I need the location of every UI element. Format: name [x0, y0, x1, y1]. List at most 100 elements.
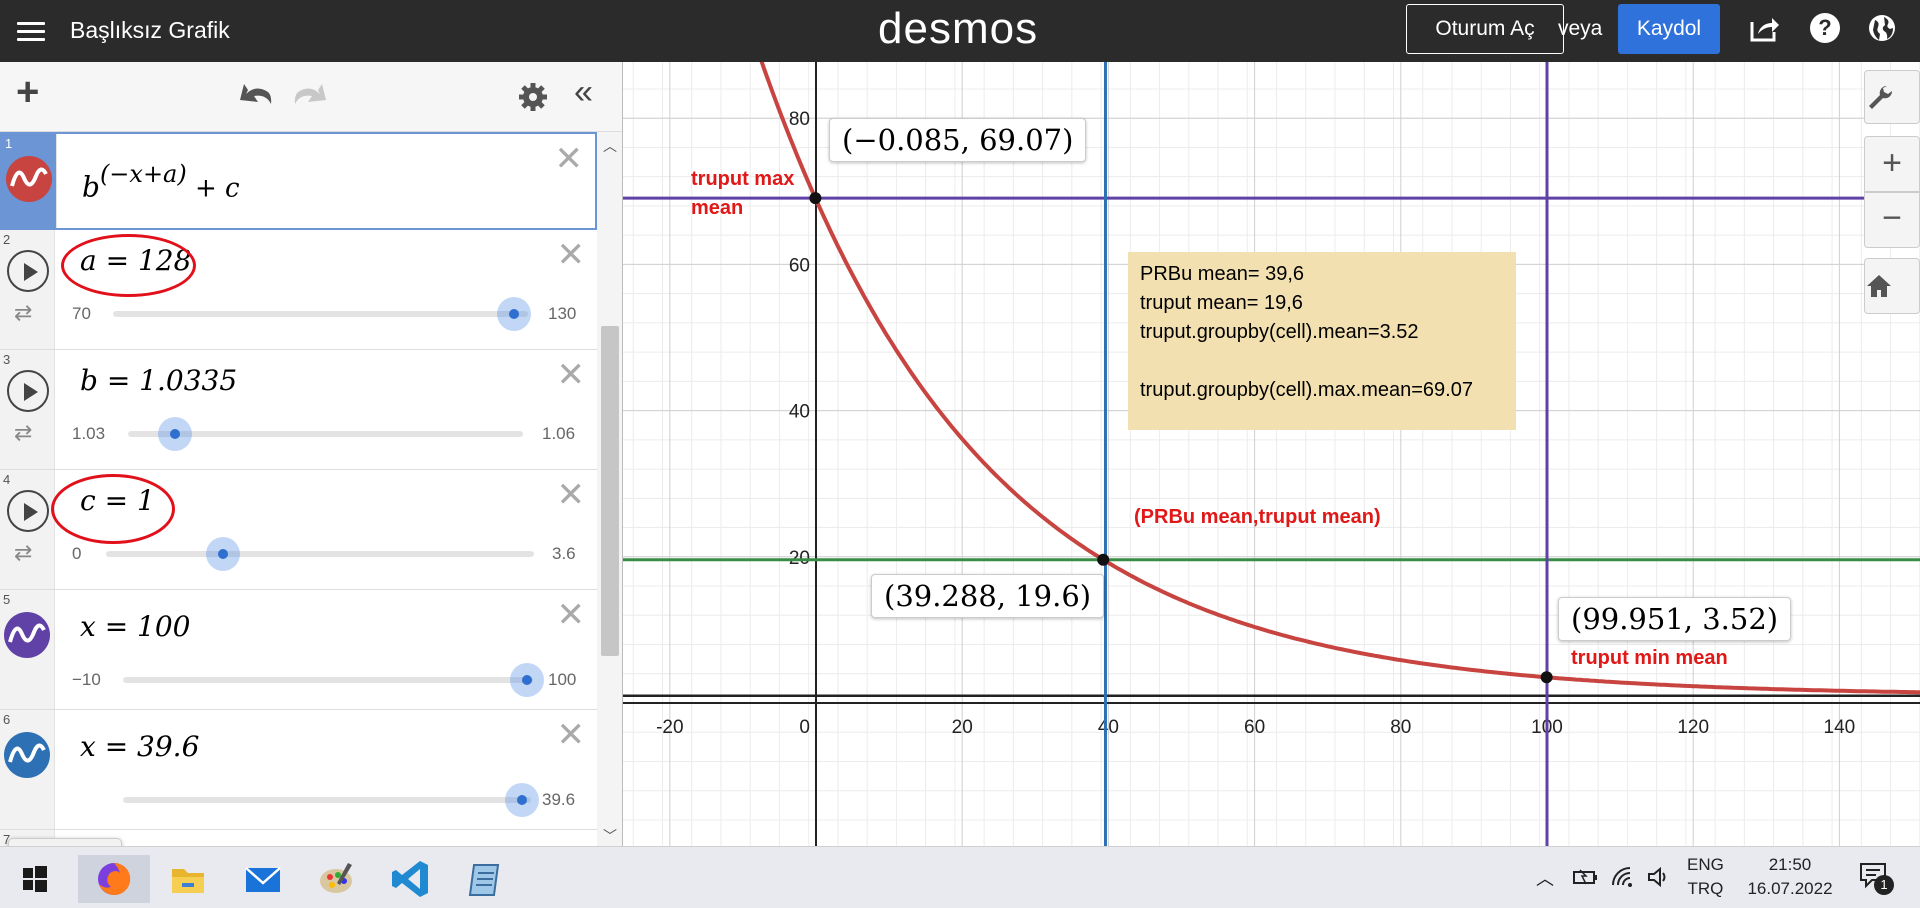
expression-gutter: 6 [0, 710, 55, 829]
red-ellipse-annotation [51, 474, 175, 544]
tray-chevron-icon[interactable]: ︿ [1536, 869, 1554, 889]
slider-max[interactable]: 3.6 [552, 544, 576, 563]
windows-start-icon[interactable] [6, 855, 62, 903]
globe-icon[interactable] [1866, 12, 1898, 44]
scroll-thumb[interactable] [601, 326, 619, 656]
expression-number: 1 [5, 136, 13, 151]
blue-curve-icon[interactable] [4, 732, 50, 778]
slider-track[interactable] [106, 551, 534, 557]
language-indicator[interactable]: ENG TRQ [1687, 853, 1724, 901]
wifi-icon[interactable] [1610, 865, 1634, 889]
loop-icon[interactable]: ⇄ [14, 540, 33, 565]
slider-thumb[interactable] [505, 783, 539, 817]
slider-min[interactable]: 0 [72, 544, 82, 563]
loop-icon[interactable]: ⇄ [14, 300, 33, 325]
file-explorer-icon[interactable] [160, 855, 216, 903]
keyboard-toggle-button[interactable] [8, 838, 122, 846]
undo-icon[interactable] [238, 80, 274, 110]
play-icon[interactable] [7, 490, 49, 532]
redo-icon[interactable] [292, 80, 328, 110]
expression-formula[interactable]: x = 100 [80, 610, 191, 643]
slider-max[interactable]: 130 [548, 304, 577, 323]
slider-thumb[interactable] [497, 297, 531, 331]
expression-row-3[interactable]: 3 ⇄ b = 1.0335 ✕ 1.03 1.06 [0, 350, 597, 470]
formula-exponent: (−x+a) [99, 160, 187, 188]
paint-icon[interactable] [308, 855, 364, 903]
intersection-point [1540, 671, 1553, 684]
expression-formula[interactable]: b = 1.0335 [80, 364, 238, 397]
delete-expression-icon[interactable]: ✕ [556, 476, 586, 514]
home-icon [1867, 275, 1891, 297]
or-text: veya [1558, 17, 1603, 40]
signup-button[interactable]: Kaydol [1618, 4, 1720, 54]
slider-thumb[interactable] [158, 417, 192, 451]
slider-track[interactable] [123, 677, 533, 683]
clock[interactable]: 21:50 16.07.2022 [1741, 853, 1839, 901]
firefox-icon [98, 862, 158, 906]
play-icon[interactable] [7, 250, 49, 292]
firefox-taskbar-item[interactable] [78, 855, 158, 906]
x-tick-label: 20 [952, 717, 973, 738]
graph-paper[interactable]: -2002040608010012014020406080 (−0.085, 6… [623, 62, 1920, 846]
login-button[interactable]: Oturum Aç [1406, 4, 1564, 54]
expression-row-4[interactable]: 4 ⇄ c = 1 ✕ 0 3.6 [0, 470, 597, 590]
loop-icon[interactable]: ⇄ [14, 420, 33, 445]
expression-formula[interactable]: b(−x+a) + c [82, 160, 240, 203]
notepad-icon[interactable] [458, 855, 514, 903]
slider-track[interactable] [128, 431, 523, 437]
help-icon[interactable]: ? [1810, 13, 1840, 43]
graph-canvas[interactable]: -2002040608010012014020406080 [623, 62, 1920, 846]
volume-icon[interactable] [1646, 865, 1670, 889]
scroll-up-icon[interactable]: ︿ [603, 138, 617, 154]
expression-row-1[interactable]: 1 b(−x+a) + c ✕ [0, 132, 597, 230]
battery-icon[interactable] [1572, 867, 1598, 887]
slider-track[interactable] [113, 311, 528, 317]
expression-gutter: 3 ⇄ [0, 350, 55, 469]
share-icon[interactable] [1748, 12, 1780, 44]
menu-icon[interactable] [14, 14, 48, 48]
mail-icon[interactable] [234, 855, 290, 903]
expression-row-6[interactable]: 6 x = 39.6 ✕ 39.6 [0, 710, 597, 830]
point-label[interactable]: (39.288, 19.6) [871, 574, 1105, 618]
notification-center[interactable]: 1 [1858, 861, 1896, 895]
point-label[interactable]: (99.951, 3.52) [1558, 597, 1792, 641]
collapse-panel-icon[interactable]: « [574, 73, 593, 111]
add-expression-button[interactable]: + [16, 70, 40, 114]
slider-track[interactable] [123, 797, 531, 803]
slider-thumb[interactable] [206, 537, 240, 571]
gear-icon[interactable] [518, 82, 548, 112]
note-box: PRBu mean= 39,6 truput mean= 19,6 truput… [1128, 252, 1516, 430]
delete-expression-icon[interactable]: ✕ [556, 716, 586, 754]
graph-title[interactable]: Başlıksız Grafik [70, 17, 230, 43]
note-line: truput mean= 19,6 [1140, 292, 1303, 314]
delete-expression-icon[interactable]: ✕ [556, 236, 586, 274]
red-curve-icon[interactable] [6, 156, 52, 202]
slider-max[interactable]: 39.6 [542, 790, 576, 809]
expression-number: 7 [3, 832, 11, 846]
delete-expression-icon[interactable]: ✕ [556, 596, 586, 634]
slider-thumb[interactable] [510, 663, 544, 697]
scroll-down-icon[interactable]: ﹀ [603, 828, 617, 844]
delete-expression-icon[interactable]: ✕ [554, 140, 584, 178]
slider-min[interactable]: 1.03 [72, 424, 106, 443]
graph-settings-button[interactable] [1864, 70, 1920, 124]
point-label[interactable]: (−0.085, 69.07) [829, 118, 1087, 162]
home-button[interactable] [1864, 258, 1920, 314]
expression-row-5[interactable]: 5 x = 100 ✕ −10 100 [0, 590, 597, 710]
zoom-in-button[interactable]: + [1864, 136, 1920, 192]
vscode-icon[interactable] [384, 855, 440, 903]
slider-max[interactable]: 100 [548, 670, 577, 689]
slider-max[interactable]: 1.06 [542, 424, 576, 443]
annotation-min: truput min mean [1571, 647, 1728, 669]
purple-curve-icon[interactable] [4, 612, 50, 658]
slider-min[interactable]: −10 [72, 670, 101, 689]
expression-number: 2 [3, 232, 11, 247]
expression-formula[interactable]: x = 39.6 [80, 730, 200, 763]
zoom-out-button[interactable]: − [1864, 192, 1920, 248]
delete-expression-icon[interactable]: ✕ [556, 356, 586, 394]
expression-scrollbar[interactable]: ︿ ﹀ [597, 132, 622, 846]
play-icon[interactable] [7, 370, 49, 412]
x-tick-label: 140 [1824, 717, 1856, 738]
slider-min[interactable]: 70 [72, 304, 91, 323]
expression-number: 5 [3, 592, 11, 607]
